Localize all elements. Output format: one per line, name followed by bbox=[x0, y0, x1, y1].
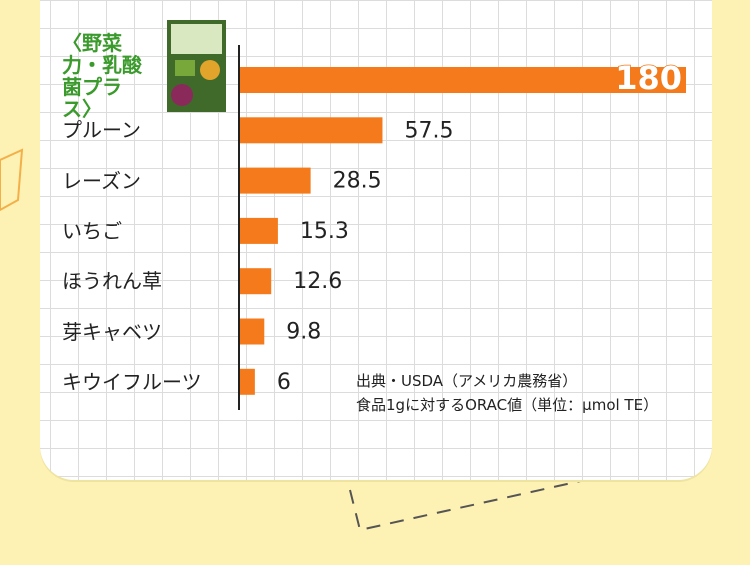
bar bbox=[240, 217, 278, 244]
value-label: 9.8 bbox=[286, 320, 321, 345]
category-label: キウイフルーツ bbox=[62, 369, 202, 394]
bar bbox=[240, 268, 272, 295]
value-label: 57.5 bbox=[404, 118, 453, 143]
bar bbox=[240, 167, 311, 194]
category-label: 〈野菜力・乳酸菌プラス〉 bbox=[62, 31, 142, 121]
veg bbox=[175, 60, 195, 76]
bar bbox=[240, 117, 383, 144]
category-label: ほうれん草 bbox=[62, 269, 162, 294]
category-label: プルーン bbox=[62, 118, 141, 143]
product-image bbox=[167, 20, 226, 112]
value-label: 28.5 bbox=[333, 169, 382, 194]
package-label bbox=[171, 24, 222, 54]
source-note: 出典・USDA（アメリカ農務省） bbox=[356, 372, 578, 390]
bar bbox=[240, 67, 686, 93]
value-label: 15.3 bbox=[300, 219, 349, 244]
decor-dash bbox=[349, 479, 586, 532]
bar bbox=[240, 368, 255, 395]
value-label: 6 bbox=[277, 370, 291, 395]
category-label: レーズン bbox=[62, 168, 141, 193]
bar bbox=[240, 318, 265, 345]
veg bbox=[200, 60, 220, 80]
source-note: 食品1gに対するORAC値（単位：μmol TE） bbox=[356, 396, 659, 414]
category-label: いちご bbox=[62, 218, 122, 243]
value-label: 180 bbox=[615, 59, 682, 97]
veg bbox=[171, 84, 193, 106]
category-label: 芽キャベツ bbox=[62, 319, 162, 344]
value-label: 12.6 bbox=[293, 269, 342, 294]
decor-shape bbox=[0, 148, 24, 212]
